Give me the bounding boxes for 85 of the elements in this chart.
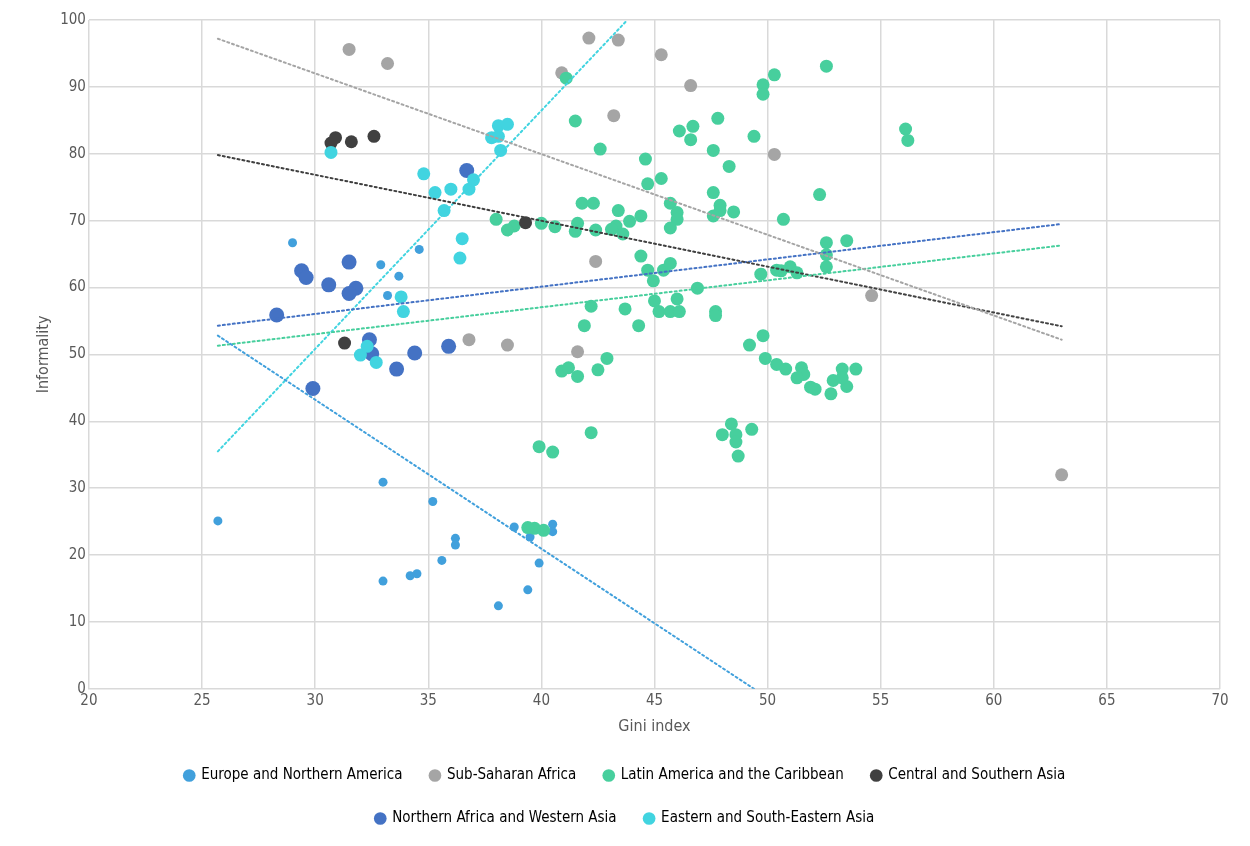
point <box>324 145 338 159</box>
point <box>367 129 381 143</box>
point <box>493 601 503 611</box>
point <box>389 361 405 377</box>
x-tick-label: 65 <box>1098 690 1116 709</box>
x-tick-label: 25 <box>193 690 211 709</box>
x-tick-label: 35 <box>419 690 437 709</box>
y-tick-label: 50 <box>68 344 86 363</box>
point <box>213 516 223 526</box>
point <box>500 117 514 131</box>
y-axis-title: Informality <box>32 314 52 394</box>
point <box>462 333 476 347</box>
y-tick-label: 100 <box>60 9 86 28</box>
point <box>412 569 422 579</box>
point <box>338 336 352 350</box>
point <box>444 182 458 196</box>
legend-label: Latin America and the Caribbean <box>620 765 844 784</box>
point <box>414 244 424 254</box>
x-tick-label: 50 <box>758 690 777 709</box>
legend-label: Sub-Saharan Africa <box>446 765 577 784</box>
y-tick-label: 70 <box>68 210 86 229</box>
point <box>455 232 469 246</box>
y-tick-label: 60 <box>68 277 86 296</box>
point <box>684 79 698 93</box>
point <box>344 135 358 149</box>
point <box>341 254 357 270</box>
point <box>378 576 388 586</box>
point <box>353 348 367 362</box>
point <box>298 269 314 285</box>
y-tick-label: 90 <box>68 76 86 95</box>
point <box>500 338 514 352</box>
point <box>767 147 781 161</box>
point <box>441 338 457 354</box>
x-tick-label: 55 <box>872 690 890 709</box>
point <box>611 33 625 47</box>
point <box>571 345 585 359</box>
point <box>582 31 596 45</box>
point <box>428 186 442 200</box>
point <box>865 289 879 303</box>
point <box>394 271 404 281</box>
point <box>381 56 395 70</box>
point <box>654 48 668 62</box>
point <box>321 277 337 293</box>
point <box>589 254 603 268</box>
point <box>376 260 386 270</box>
point <box>417 167 431 181</box>
point <box>378 477 388 487</box>
legend-label: Eastern and South-Eastern Asia <box>661 808 875 827</box>
point <box>407 345 423 361</box>
legend-label: Europe and Northern America <box>201 765 403 784</box>
x-tick-label: 60 <box>985 690 1003 709</box>
y-tick-label: 40 <box>68 411 86 430</box>
point <box>459 162 475 178</box>
point <box>341 286 357 302</box>
point <box>394 290 408 304</box>
point <box>396 305 410 319</box>
point <box>342 42 356 56</box>
point <box>360 339 374 353</box>
point <box>369 355 383 369</box>
legend-label: Central and Southern Asia <box>888 765 1066 784</box>
y-tick-label: 30 <box>68 478 86 497</box>
point <box>329 131 343 145</box>
point <box>437 555 447 565</box>
legend-label: Northern Africa and Western Asia <box>392 808 617 827</box>
point <box>548 519 558 529</box>
y-tick-label: 80 <box>68 143 86 162</box>
x-tick-label: 30 <box>306 690 324 709</box>
point <box>428 497 438 507</box>
point <box>1055 468 1069 482</box>
x-tick-label: 70 <box>1211 690 1229 709</box>
point <box>453 251 467 265</box>
point <box>383 291 393 301</box>
y-tick-label: 20 <box>68 544 86 563</box>
y-tick-label: 10 <box>68 611 86 630</box>
x-tick-label: 40 <box>532 690 550 709</box>
point <box>288 238 298 248</box>
point <box>305 381 321 397</box>
point <box>607 109 621 123</box>
x-tick-label: 45 <box>645 690 664 709</box>
point <box>519 216 533 230</box>
x-axis-title: Gini index <box>618 715 692 735</box>
y-tick-label: 0 <box>77 678 86 697</box>
point <box>534 558 544 568</box>
point <box>450 540 460 550</box>
point <box>523 585 533 595</box>
